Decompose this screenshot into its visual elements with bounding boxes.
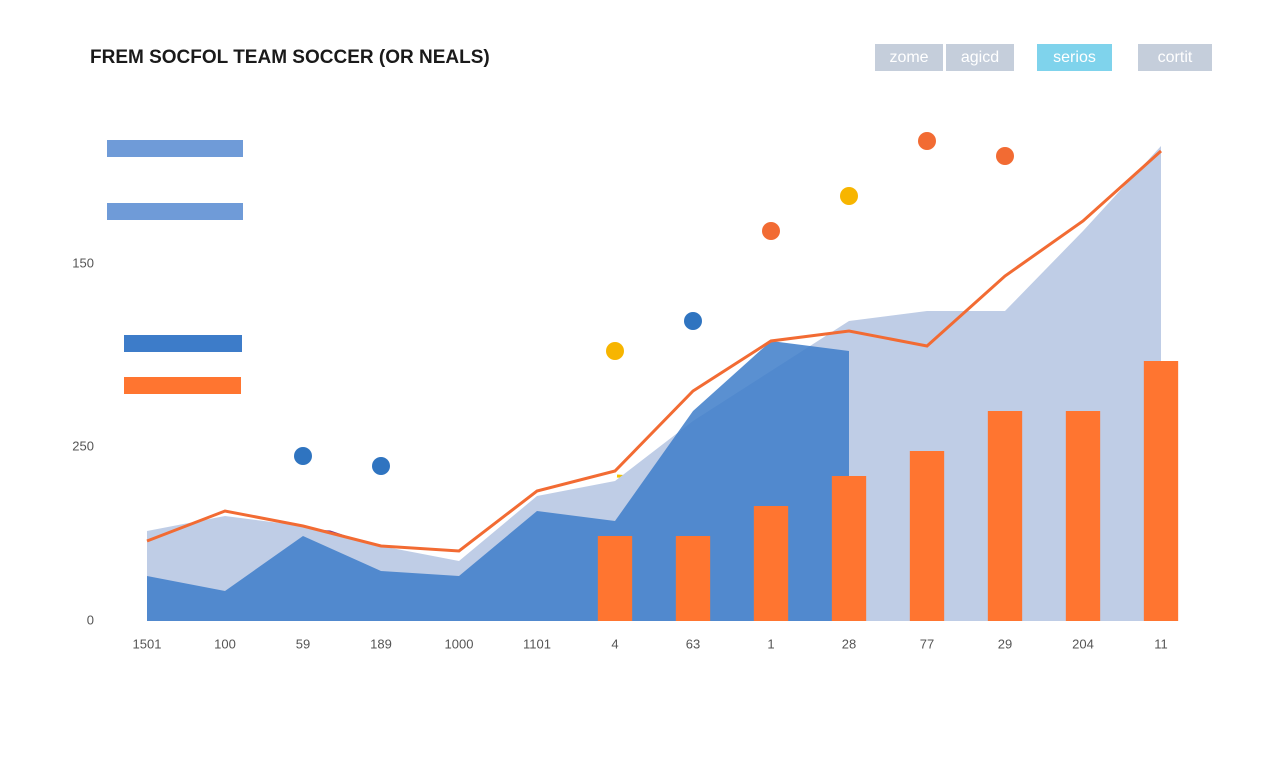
tab-button-label: agicd (961, 49, 999, 66)
area (147, 341, 849, 621)
tab-button-bg (875, 44, 943, 71)
bar (909, 451, 945, 621)
x-tick-label: 1 (767, 636, 774, 651)
x-tick-label: 204 (1072, 636, 1094, 651)
x-tick-label: 1101 (523, 636, 551, 651)
y-tick-label: 250 (72, 438, 94, 453)
tab-button[interactable]: agicd (946, 44, 1014, 71)
x-tick-label: 100 (214, 636, 236, 651)
x-tick-label: 77 (920, 636, 934, 651)
x-tick-label: 11 (1154, 636, 1168, 651)
x-tick-label: 4 (611, 636, 618, 651)
x-tick-label: 1000 (445, 636, 474, 651)
dot (372, 457, 390, 475)
dot (996, 147, 1014, 165)
x-tick-label: 59 (296, 636, 310, 651)
dot (294, 447, 312, 465)
bar (675, 536, 711, 621)
legend-swatch (124, 377, 241, 394)
chart-title: FREM SOCFOL TEAM SOCCER (OR NEALS) (90, 47, 490, 68)
x-tick-label: 29 (998, 636, 1012, 651)
x-tick-label: 1501 (133, 636, 162, 651)
bar (753, 506, 789, 621)
y-tick-label: 150 (72, 255, 94, 270)
legend-swatch (107, 203, 243, 220)
bar (1143, 361, 1179, 621)
x-tick-label: 28 (842, 636, 856, 651)
tab-button[interactable]: zome (875, 44, 943, 71)
legend-swatch (107, 140, 243, 157)
tab-button[interactable]: cortit (1138, 44, 1212, 71)
dot (762, 222, 780, 240)
tab-button-bg (1037, 44, 1112, 71)
area (147, 146, 1161, 621)
tab-button-label: zome (889, 49, 928, 66)
dot (684, 312, 702, 330)
legend-swatch (124, 335, 242, 352)
tab-button-label: serios (1053, 49, 1096, 66)
y-tick-label: 0 (87, 612, 94, 627)
bar (831, 476, 867, 621)
bar (1065, 411, 1101, 621)
tab-button-bg (946, 44, 1014, 71)
dot (840, 187, 858, 205)
dot (918, 132, 936, 150)
bar (597, 536, 633, 621)
tab-button[interactable]: serios (1037, 44, 1112, 71)
bar (987, 411, 1023, 621)
tab-button-label: cortit (1158, 49, 1193, 66)
x-tick-label: 189 (370, 636, 392, 651)
x-tick-label: 63 (686, 636, 700, 651)
tab-button-bg (1138, 44, 1212, 71)
dot (606, 342, 624, 360)
line (146, 149, 1163, 553)
